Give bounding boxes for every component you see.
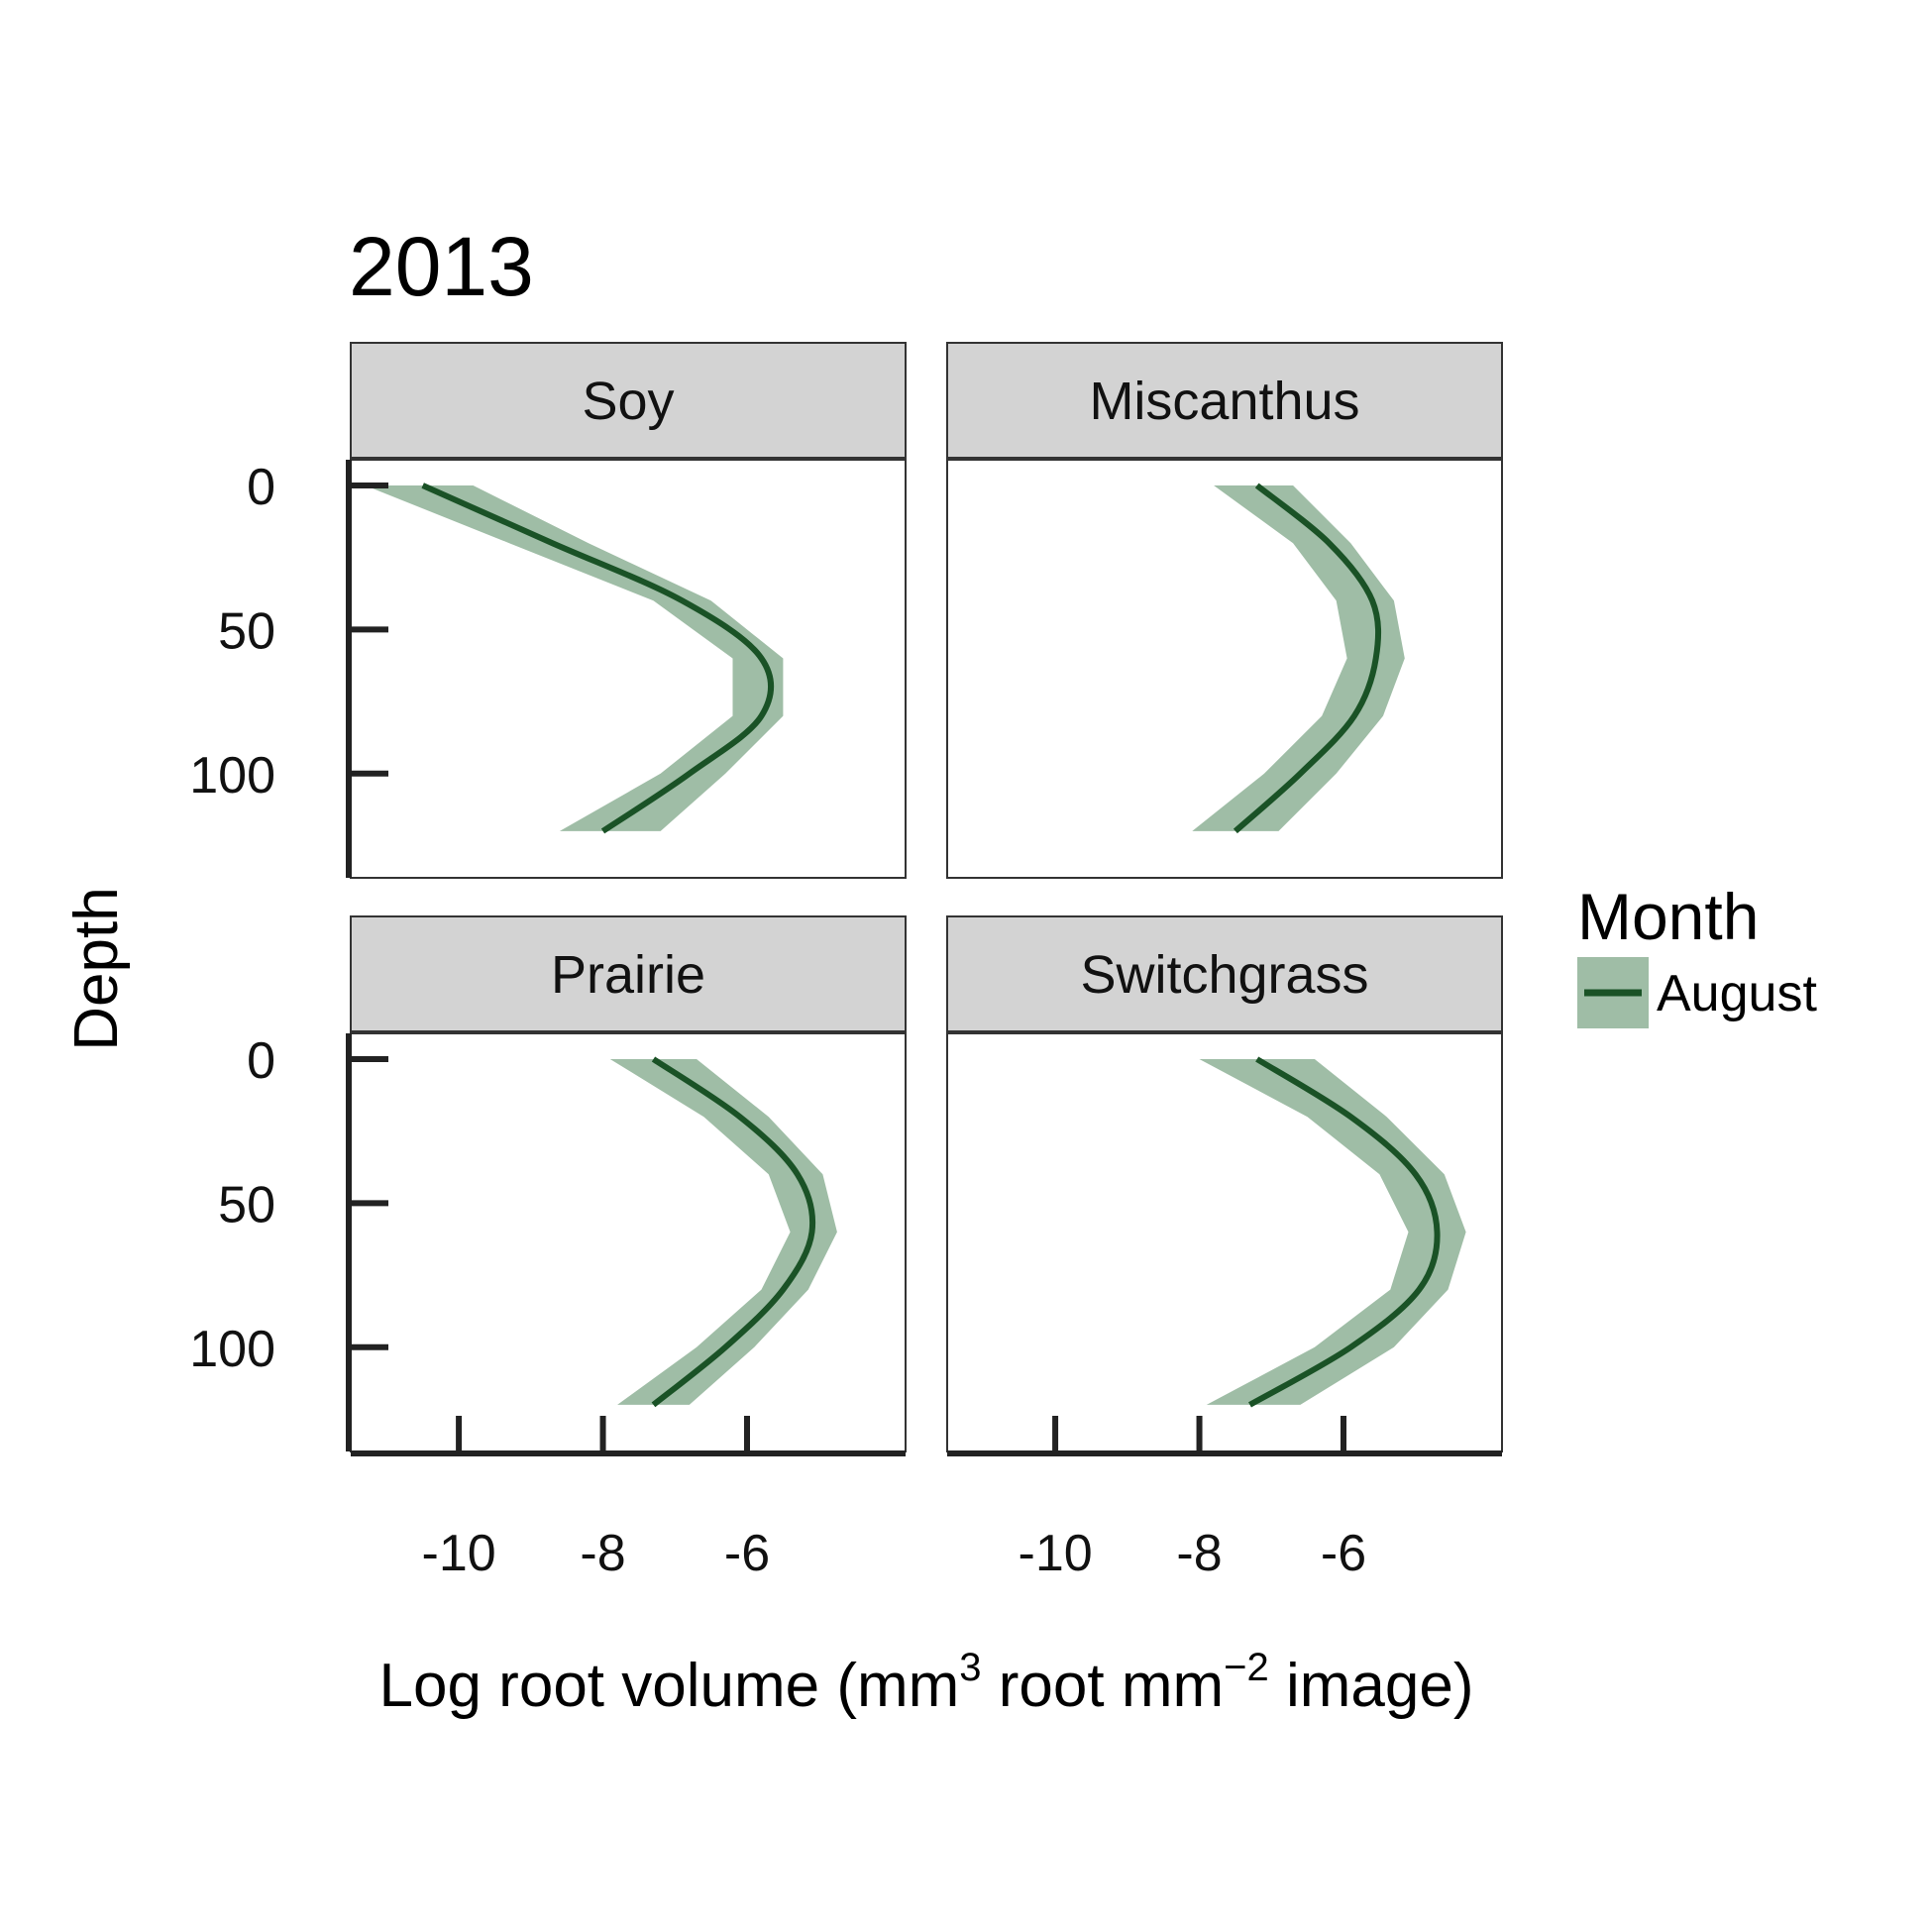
panel-strip <box>350 915 907 1032</box>
fitted-line <box>421 483 775 834</box>
confidence-band <box>609 1059 837 1405</box>
x-axis-label: Log root volume (mm3 root mm−2 image) <box>379 1646 1474 1720</box>
panel-switchgrass: Switchgrass <box>946 915 1503 1452</box>
legend: Month August <box>1577 880 1817 1028</box>
panel-strip <box>946 915 1503 1032</box>
y-axis-label: Depth <box>62 887 131 1050</box>
legend-entry-august: August <box>1657 965 1817 1022</box>
panel-strip-label: Miscanthus <box>1089 372 1359 431</box>
legend-title: Month <box>1577 880 1759 953</box>
y-tick-label: 50 <box>218 1176 275 1234</box>
x-axis-label-sup1: 3 <box>959 1646 981 1689</box>
panels: Soy Miscanthus Prairie Switchgrass <box>350 342 1503 1452</box>
y-tick-label: 0 <box>247 459 275 516</box>
panel-strip-label: Switchgrass <box>1080 945 1368 1005</box>
y-tick-label: 100 <box>189 747 275 805</box>
x-axis-label-part1: Log root volume (mm <box>379 1652 960 1720</box>
axes: 0 50 100 0 50 100 -10 -8 -6 -10 -8 -6 <box>189 459 1502 1582</box>
y-tick-label: 100 <box>189 1321 275 1378</box>
panel-strip <box>946 342 1503 459</box>
fitted-line <box>1248 1056 1441 1408</box>
panel-strip-label: Soy <box>582 372 674 431</box>
y-tick-label: 50 <box>218 602 275 660</box>
fitted-line <box>1233 483 1382 834</box>
panel-prairie: Prairie <box>350 915 907 1452</box>
x-tick-label: -10 <box>422 1525 496 1582</box>
fitted-line <box>651 1056 816 1408</box>
x-tick-label: -6 <box>724 1525 770 1582</box>
x-tick-label: -8 <box>580 1525 625 1582</box>
panel-strip <box>350 342 907 459</box>
x-axis-label-sup2: −2 <box>1224 1646 1269 1689</box>
chart-title: 2013 <box>349 220 534 313</box>
panel-soy: Soy <box>350 342 907 879</box>
x-tick-label: -10 <box>1019 1525 1093 1582</box>
x-tick-label: -6 <box>1321 1525 1366 1582</box>
y-tick-label: 0 <box>247 1032 275 1090</box>
panel-miscanthus: Miscanthus <box>946 342 1503 879</box>
x-tick-label: -8 <box>1176 1525 1222 1582</box>
panel-strip-label: Prairie <box>551 945 705 1005</box>
confidence-band <box>1199 1059 1466 1405</box>
x-axis-label-part3: image) <box>1269 1652 1474 1720</box>
x-axis-label-part2: root mm <box>982 1652 1225 1720</box>
